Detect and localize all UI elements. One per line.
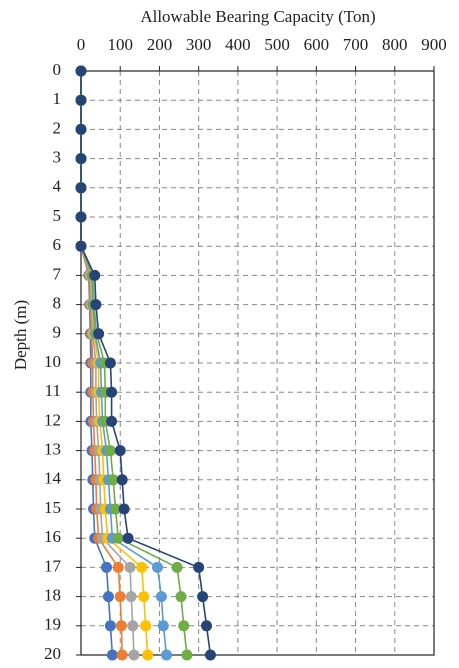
data-point [125, 591, 137, 603]
x-tick-label: 0 [77, 35, 86, 54]
data-point [157, 620, 169, 632]
y-tick-label: 10 [44, 352, 61, 371]
y-tick-label: 14 [44, 469, 62, 488]
y-axis-title: Depth (m) [11, 300, 30, 370]
data-point [104, 357, 116, 369]
data-point [89, 269, 101, 281]
data-point [75, 123, 87, 135]
y-tick-label: 9 [53, 323, 62, 342]
data-point [116, 649, 128, 661]
data-point [106, 386, 118, 398]
x-tick-label: 500 [264, 35, 290, 54]
data-point [75, 65, 87, 77]
y-tick-label: 2 [53, 118, 62, 137]
y-tick-label: 15 [44, 498, 61, 517]
data-point [178, 620, 190, 632]
data-point [142, 649, 154, 661]
data-point [112, 561, 124, 573]
y-tick-label: 0 [53, 60, 62, 79]
data-point [201, 620, 213, 632]
data-point [115, 620, 127, 632]
data-point [75, 94, 87, 106]
y-tick-label: 11 [45, 381, 61, 400]
data-point [106, 649, 118, 661]
data-point [102, 591, 114, 603]
data-point [112, 532, 124, 544]
plot-frame [80, 70, 435, 656]
y-tick-label: 13 [44, 440, 61, 459]
x-axis-title: Allowable Bearing Capacity (Ton) [140, 7, 375, 26]
y-tick-label: 5 [53, 206, 62, 225]
data-point [116, 474, 128, 486]
data-point [151, 561, 163, 573]
x-tick-label: 900 [421, 35, 447, 54]
y-tick-label: 4 [53, 177, 62, 196]
data-point [171, 561, 183, 573]
x-tick-label: 700 [343, 35, 369, 54]
x-tick-label: 400 [225, 35, 251, 54]
y-tick-label: 16 [44, 527, 61, 546]
y-tick-label: 12 [44, 410, 61, 429]
data-point [114, 591, 126, 603]
x-tick-label: 600 [304, 35, 330, 54]
y-tick-label: 18 [44, 586, 61, 605]
data-point [75, 240, 87, 252]
data-point [155, 591, 167, 603]
data-point [204, 649, 216, 661]
data-point [106, 415, 118, 427]
data-point [140, 620, 152, 632]
data-point [193, 561, 205, 573]
data-point [124, 561, 136, 573]
y-tick-label: 6 [53, 235, 62, 254]
x-tick-label: 300 [186, 35, 212, 54]
y-tick-label: 8 [53, 294, 62, 313]
data-point [100, 561, 112, 573]
data-point [127, 620, 139, 632]
data-point [93, 328, 105, 340]
data-point [128, 649, 140, 661]
y-tick-label: 3 [53, 148, 62, 167]
data-point [90, 299, 102, 311]
data-point [104, 445, 116, 457]
data-point [175, 591, 187, 603]
data-point [75, 211, 87, 223]
data-point [114, 445, 126, 457]
data-point [118, 503, 130, 515]
y-tick-label: 17 [44, 556, 62, 575]
data-point [197, 591, 209, 603]
x-tick-label: 200 [147, 35, 173, 54]
x-tick-label: 800 [382, 35, 408, 54]
data-point [110, 503, 122, 515]
x-tick-label: 100 [107, 35, 133, 54]
data-point [161, 649, 173, 661]
data-point [107, 474, 119, 486]
data-point [181, 649, 193, 661]
data-point [138, 591, 150, 603]
data-point [104, 620, 116, 632]
data-point [75, 153, 87, 165]
y-tick-label: 7 [53, 264, 62, 283]
y-tick-label: 20 [44, 644, 61, 663]
data-point [122, 532, 134, 544]
data-point [136, 561, 148, 573]
y-tick-label: 19 [44, 615, 61, 634]
data-point [75, 182, 87, 194]
y-tick-label: 1 [53, 89, 62, 108]
